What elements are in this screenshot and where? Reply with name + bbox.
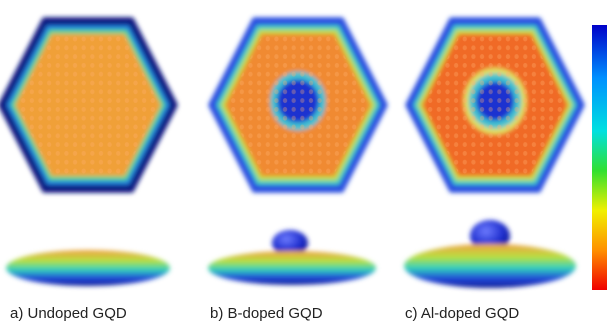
surface-texture bbox=[16, 35, 567, 175]
panel-label: a) Undoped GQD bbox=[10, 305, 127, 322]
dome-c bbox=[470, 220, 510, 252]
panel-label: b) B-doped GQD bbox=[210, 305, 323, 322]
panel-label: c) Al-doped GQD bbox=[405, 305, 519, 322]
color-scale bbox=[592, 25, 607, 290]
side-b bbox=[208, 251, 376, 285]
dome-b bbox=[272, 230, 308, 256]
side-a bbox=[6, 250, 170, 286]
side-views bbox=[6, 220, 576, 288]
side-c bbox=[404, 244, 576, 288]
